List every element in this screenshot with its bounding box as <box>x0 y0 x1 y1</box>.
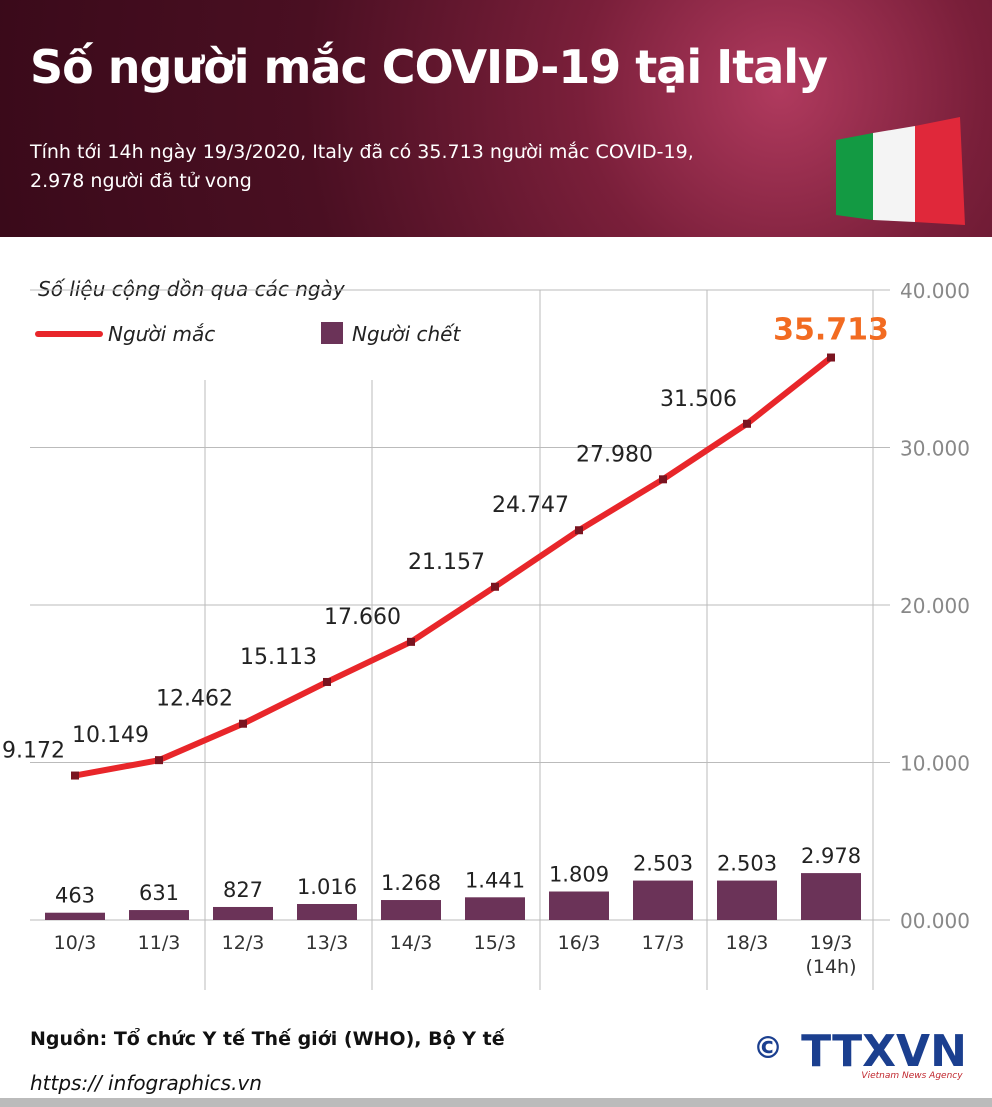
x-tick-label: 10/3 <box>53 932 97 954</box>
data-label: 1.016 <box>297 875 357 899</box>
point <box>659 475 667 484</box>
data-label: 631 <box>139 881 179 905</box>
source: Nguồn: Tổ chức Y tế Thế giới (WHO), Bộ Y… <box>30 1027 506 1050</box>
legend-swatch <box>321 322 343 344</box>
title: Số người mắc COVID-19 tại Italy <box>30 40 828 94</box>
point <box>575 526 583 535</box>
x-tick-label: 18/3 <box>725 932 769 954</box>
bar <box>549 891 609 920</box>
x-tick-label: 14/3 <box>389 932 433 954</box>
data-label: 21.157 <box>408 550 485 575</box>
point <box>491 582 499 591</box>
header: Số người mắc COVID-19 tại Italy Tính tới… <box>0 0 992 237</box>
x-tick-label: 15/3 <box>473 932 517 954</box>
bar <box>297 903 357 920</box>
bar <box>717 880 777 920</box>
bar <box>45 912 105 920</box>
point <box>827 353 835 362</box>
point <box>155 756 163 765</box>
data-label: 12.462 <box>156 687 233 712</box>
data-label: 2.503 <box>717 852 777 876</box>
bar <box>129 910 189 920</box>
data-label: 463 <box>55 884 95 908</box>
flag <box>836 117 965 225</box>
point <box>71 771 79 780</box>
y-tick-label: 30.000 <box>900 437 970 461</box>
data-label: 1.809 <box>549 863 609 887</box>
x-tick-label: 11/3 <box>137 932 181 954</box>
data-label: 1.268 <box>381 871 441 895</box>
data-label: 1.441 <box>465 868 525 892</box>
data-label: 827 <box>223 878 263 902</box>
legend-label: Người chết <box>352 322 461 346</box>
data-label: 31.506 <box>660 387 737 412</box>
y-tick-label: 20.000 <box>900 594 970 618</box>
bar <box>465 897 525 920</box>
bar <box>381 900 441 920</box>
agency: Vietnam News Agency <box>861 1071 963 1081</box>
bottom-strip <box>0 1098 992 1107</box>
y-tick-label: 00.000 <box>900 909 970 933</box>
x-tick-label: 19/3 (14h) <box>805 932 857 978</box>
bar <box>633 880 693 920</box>
x-tick-label: 13/3 <box>305 932 349 954</box>
data-label: 17.660 <box>324 605 401 630</box>
data-label: 9.172 <box>2 739 65 764</box>
data-label: 24.747 <box>492 493 569 518</box>
data-label: 35.713 <box>773 313 889 348</box>
line <box>74 355 833 779</box>
point <box>407 637 415 646</box>
logo: TTXVN <box>801 1026 967 1077</box>
chart-subtitle: Số liệu cộng dồn qua các ngày <box>38 277 346 301</box>
point <box>239 719 247 728</box>
y-tick-label: 40.000 <box>900 279 970 303</box>
copyright: © <box>753 1031 783 1066</box>
data-label: 10.149 <box>72 723 149 748</box>
point <box>743 419 751 428</box>
data-label: 2.503 <box>633 852 693 876</box>
y-tick-label: 10.000 <box>900 752 970 776</box>
bar <box>213 906 273 920</box>
bar <box>801 873 861 920</box>
x-tick-label: 17/3 <box>641 932 685 954</box>
x-tick-label: 16/3 <box>557 932 601 954</box>
data-label: 2.978 <box>801 844 861 868</box>
data-label: 27.980 <box>576 442 653 467</box>
legend-label: Người mắc <box>108 322 215 346</box>
subtitle: Tính tới 14h ngày 19/3/2020, Italy đã có… <box>30 141 694 192</box>
url: https:// infographics.vn <box>30 1071 262 1095</box>
point <box>323 677 331 686</box>
x-tick-label: 12/3 <box>221 932 265 954</box>
vertical-grid <box>204 290 874 990</box>
data-label: 15.113 <box>240 645 317 670</box>
